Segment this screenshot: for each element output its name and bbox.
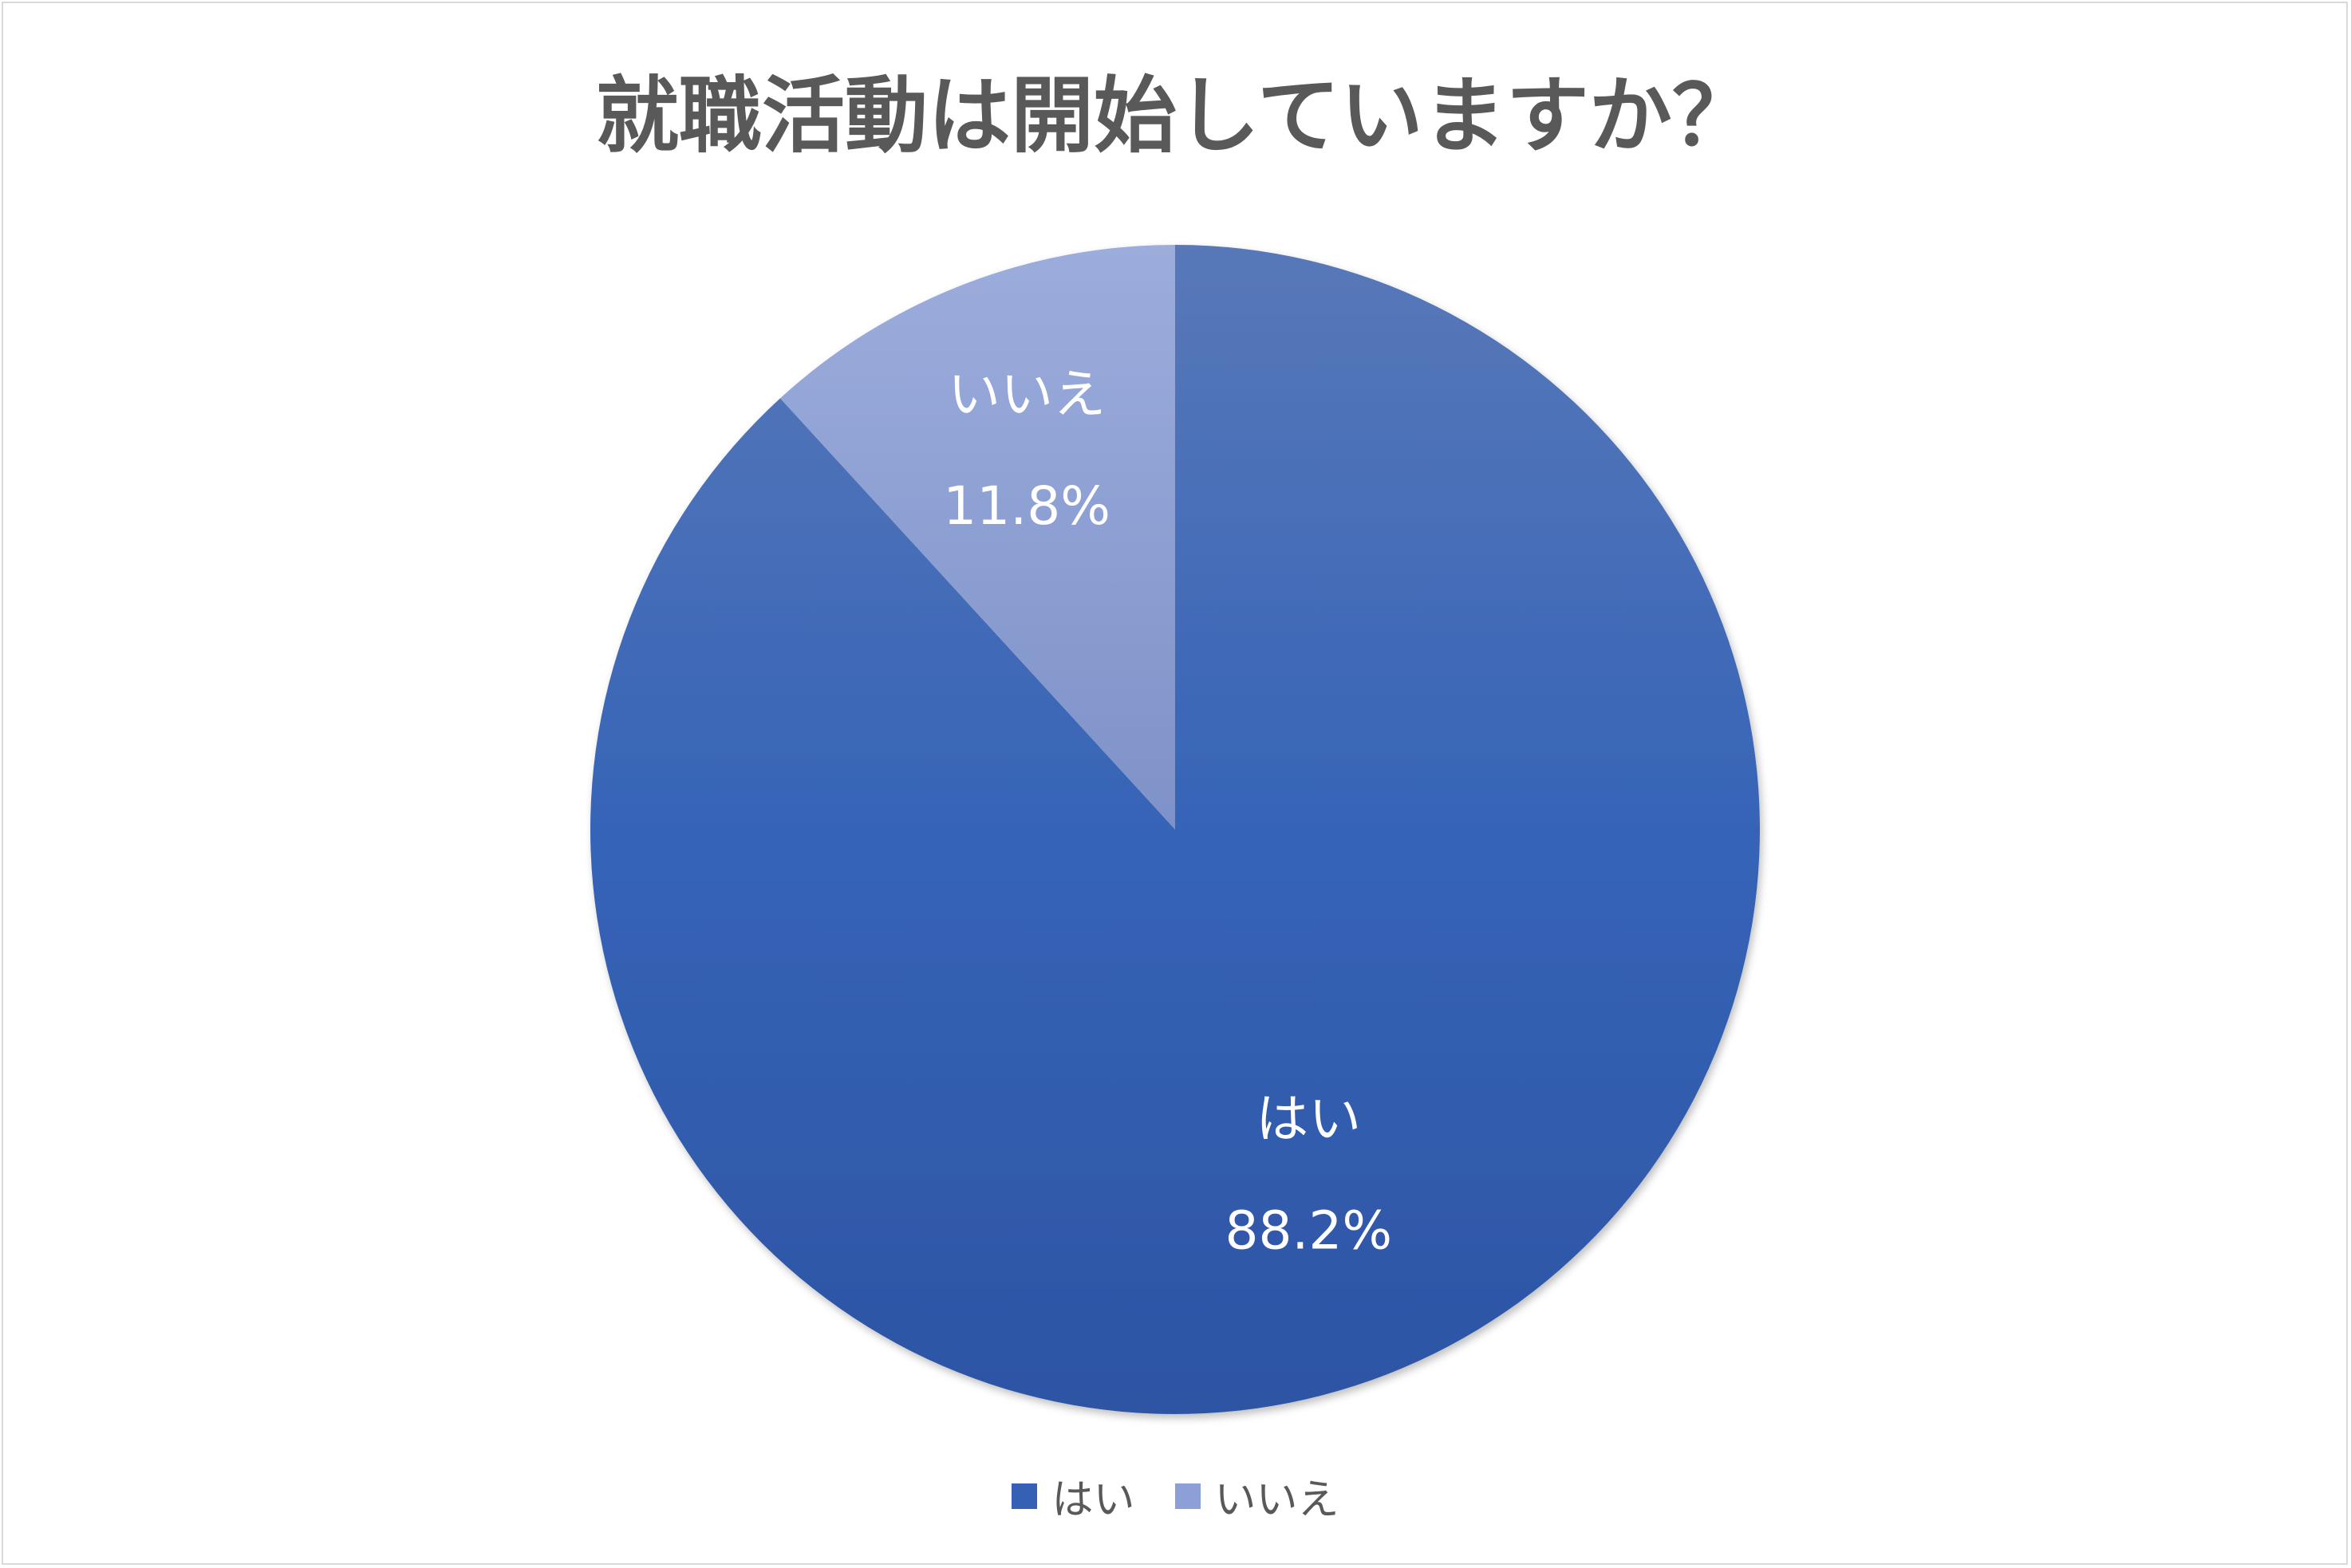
chart-legend: はい いいえ — [0, 1466, 2351, 1526]
legend-entry-yes[interactable]: はい — [1012, 1466, 1135, 1526]
legend-label-no: いいえ — [1214, 1476, 1339, 1524]
slice-category-label-yes: はい — [1256, 1088, 1361, 1149]
slice-category-label-no: いいえ — [948, 364, 1106, 425]
legend-entry-no[interactable]: いいえ — [1174, 1466, 1339, 1526]
legend-swatch-no — [1174, 1483, 1201, 1509]
slice-value-label-no: 11.8% — [943, 475, 1110, 537]
chart-title: 就職活動は開始していますか？ — [596, 67, 1755, 164]
slice-value-label-yes: 88.2% — [1225, 1200, 1392, 1261]
pie-slice-no[interactable] — [779, 245, 1175, 829]
legend-swatch-yes — [1012, 1483, 1038, 1509]
legend-label-yes: はい — [1051, 1476, 1135, 1524]
